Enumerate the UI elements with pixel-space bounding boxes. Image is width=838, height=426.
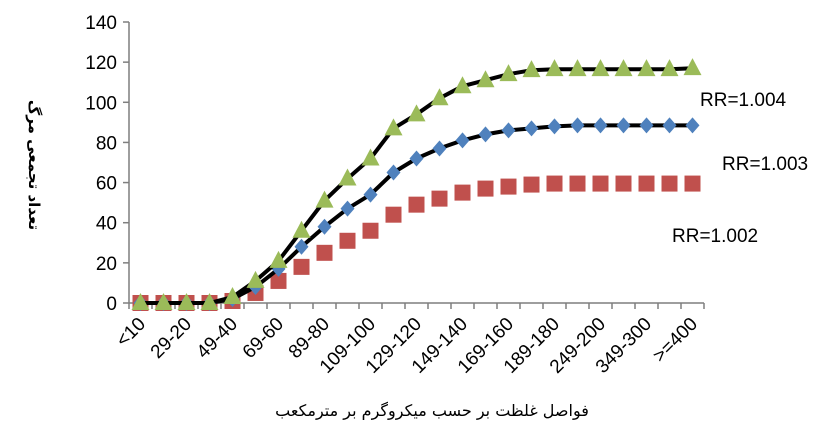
y-axis-label: تعداد تجمعی مرگ (25, 100, 43, 230)
y-tick-label: 40 (96, 214, 117, 235)
data-point (431, 190, 448, 207)
series-label: RR=1.004 (700, 90, 787, 111)
series-layer (131, 58, 702, 311)
x-tick-label: 49-40 (193, 314, 242, 363)
y-tick-label: 100 (85, 93, 117, 114)
data-point (476, 70, 495, 88)
data-point (478, 126, 493, 143)
data-point (409, 150, 424, 167)
data-point (501, 122, 516, 139)
data-point (362, 222, 379, 239)
data-point (246, 270, 265, 288)
data-point (454, 184, 471, 201)
data-point (591, 59, 610, 77)
series-labels: RR=1.002 RR=1.003 RR=1.004 (672, 90, 808, 247)
series-label: RR=1.003 (722, 154, 808, 175)
data-point (546, 175, 563, 192)
x-tick-label: <10 (112, 314, 150, 352)
y-tick-label: 80 (96, 133, 117, 154)
y-tick-label: 0 (106, 294, 117, 315)
data-point (363, 186, 378, 203)
data-point (453, 76, 472, 94)
data-point (522, 60, 541, 78)
data-point (292, 220, 311, 238)
data-point (569, 175, 586, 192)
data-point (684, 175, 701, 192)
data-point (499, 64, 518, 82)
data-point (683, 58, 702, 76)
data-point (592, 175, 609, 192)
data-point (317, 218, 332, 235)
data-point (386, 164, 401, 181)
data-point (315, 190, 334, 208)
data-point (570, 117, 585, 134)
data-point (660, 59, 679, 77)
data-point (223, 286, 242, 304)
x-tick-label: 69-60 (239, 314, 288, 363)
data-point (616, 117, 631, 134)
y-tick-label: 20 (96, 254, 117, 275)
data-point (177, 293, 196, 310)
x-axis-label: فواصل غلظت بر حسب میکروگرم بر مترمکعب (275, 401, 589, 421)
data-point (430, 88, 449, 106)
series-RR=1.003 (133, 117, 700, 311)
data-point (593, 117, 608, 134)
series-line (140, 66, 693, 305)
data-point (154, 293, 173, 310)
data-point (523, 176, 540, 193)
data-point (524, 120, 539, 137)
y-tick-label: 120 (85, 53, 117, 74)
data-point (338, 168, 357, 186)
data-point (270, 272, 287, 289)
x-tick-label: >=400 (649, 314, 702, 367)
data-point (661, 175, 678, 192)
data-point (384, 118, 403, 136)
data-point (637, 59, 656, 77)
data-point (477, 180, 494, 197)
x-tick-label: 29-20 (147, 314, 196, 363)
data-point (685, 117, 700, 134)
series-RR=1.002 (132, 175, 701, 311)
data-point (316, 244, 333, 261)
data-point (339, 232, 356, 249)
data-point (407, 104, 426, 122)
data-point (131, 293, 150, 310)
series-label: RR=1.002 (672, 226, 758, 247)
y-tick-label: 140 (85, 13, 117, 34)
series-RR=1.004 (131, 58, 702, 310)
data-point (500, 178, 517, 195)
data-point (294, 238, 309, 255)
data-point (568, 59, 587, 77)
data-point (638, 175, 655, 192)
data-point (200, 293, 219, 310)
data-point (547, 118, 562, 135)
data-point (615, 175, 632, 192)
data-point (361, 148, 380, 166)
data-point (662, 117, 677, 134)
y-tick-label: 60 (96, 174, 117, 195)
data-point (269, 250, 288, 268)
data-point (614, 59, 633, 77)
data-point (639, 117, 654, 134)
data-point (545, 59, 564, 77)
data-point (408, 196, 425, 213)
data-point (340, 200, 355, 217)
data-point (432, 140, 447, 157)
data-point (293, 258, 310, 275)
data-point (455, 132, 470, 149)
data-point (385, 206, 402, 223)
axes (123, 21, 705, 309)
